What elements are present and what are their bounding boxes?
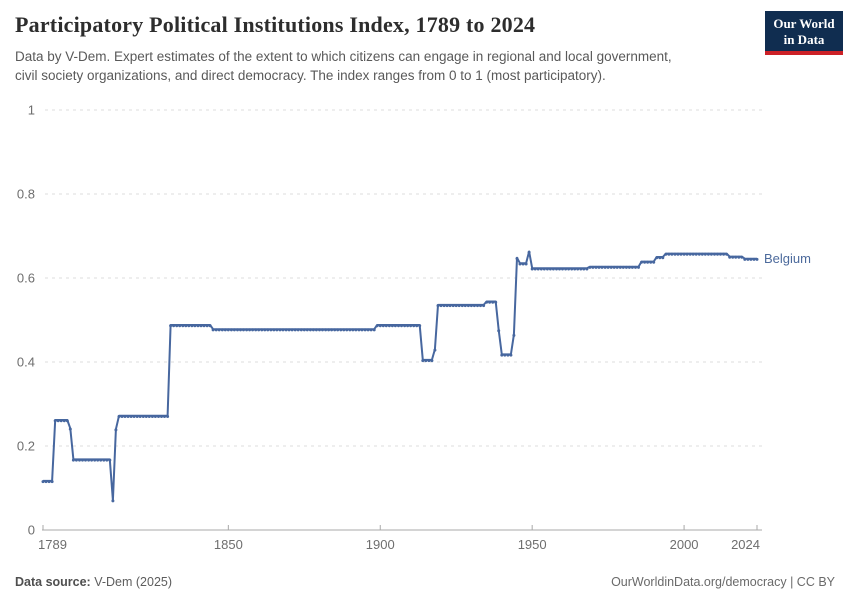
y-tick-label: 1 <box>28 103 35 118</box>
data-source: Data source: V-Dem (2025) <box>15 575 172 589</box>
y-tick-label: 0.2 <box>17 439 35 454</box>
x-axis-labels: 1789 1850 1900 1950 2000 2024 <box>38 537 760 552</box>
chart-header: Participatory Political Institutions Ind… <box>15 12 755 85</box>
x-tick-label: 2024 <box>731 537 760 552</box>
data-source-value: V-Dem (2025) <box>94 575 173 589</box>
footer-links: OurWorldinData.org/democracy | CC BY <box>611 575 835 589</box>
x-tick-label: 1950 <box>518 537 547 552</box>
series-point-markers <box>41 250 759 503</box>
x-tick-label: 1789 <box>38 537 67 552</box>
entity-label-belgium[interactable]: Belgium <box>764 251 811 266</box>
y-tick-label: 0.8 <box>17 187 35 202</box>
y-tick-label: 0.4 <box>17 355 35 370</box>
logo-line-1: Our World <box>773 16 835 31</box>
y-axis-labels: 0 0.2 0.4 0.6 0.8 1 <box>17 103 35 538</box>
x-axis <box>42 525 762 531</box>
y-tick-label: 0.6 <box>17 271 35 286</box>
x-tick-label: 1850 <box>214 537 243 552</box>
subtitle-line-1: Data by V-Dem. Expert estimates of the e… <box>15 49 672 64</box>
series-line[interactable] <box>43 250 757 502</box>
owid-logo[interactable]: Our World in Data <box>765 11 843 55</box>
chart-subtitle: Data by V-Dem. Expert estimates of the e… <box>15 47 755 85</box>
x-tick-label: 2000 <box>670 537 699 552</box>
series-belgium[interactable]: Belgium <box>41 250 811 503</box>
page-title: Participatory Political Institutions Ind… <box>15 12 536 37</box>
owid-link[interactable]: OurWorldinData.org/democracy <box>611 575 787 589</box>
license-label[interactable]: CC BY <box>796 575 835 589</box>
y-tick-label: 0 <box>28 523 35 538</box>
data-source-label: Data source: <box>15 575 91 589</box>
footer-separator: | <box>786 575 797 589</box>
logo-line-2: in Data <box>783 31 825 47</box>
chart-footer: Data source: V-Dem (2025) OurWorldinData… <box>15 575 835 589</box>
y-gridlines <box>45 109 762 447</box>
x-tick-label: 1900 <box>366 537 395 552</box>
subtitle-line-2: civil society organizations, and direct … <box>15 68 606 84</box>
